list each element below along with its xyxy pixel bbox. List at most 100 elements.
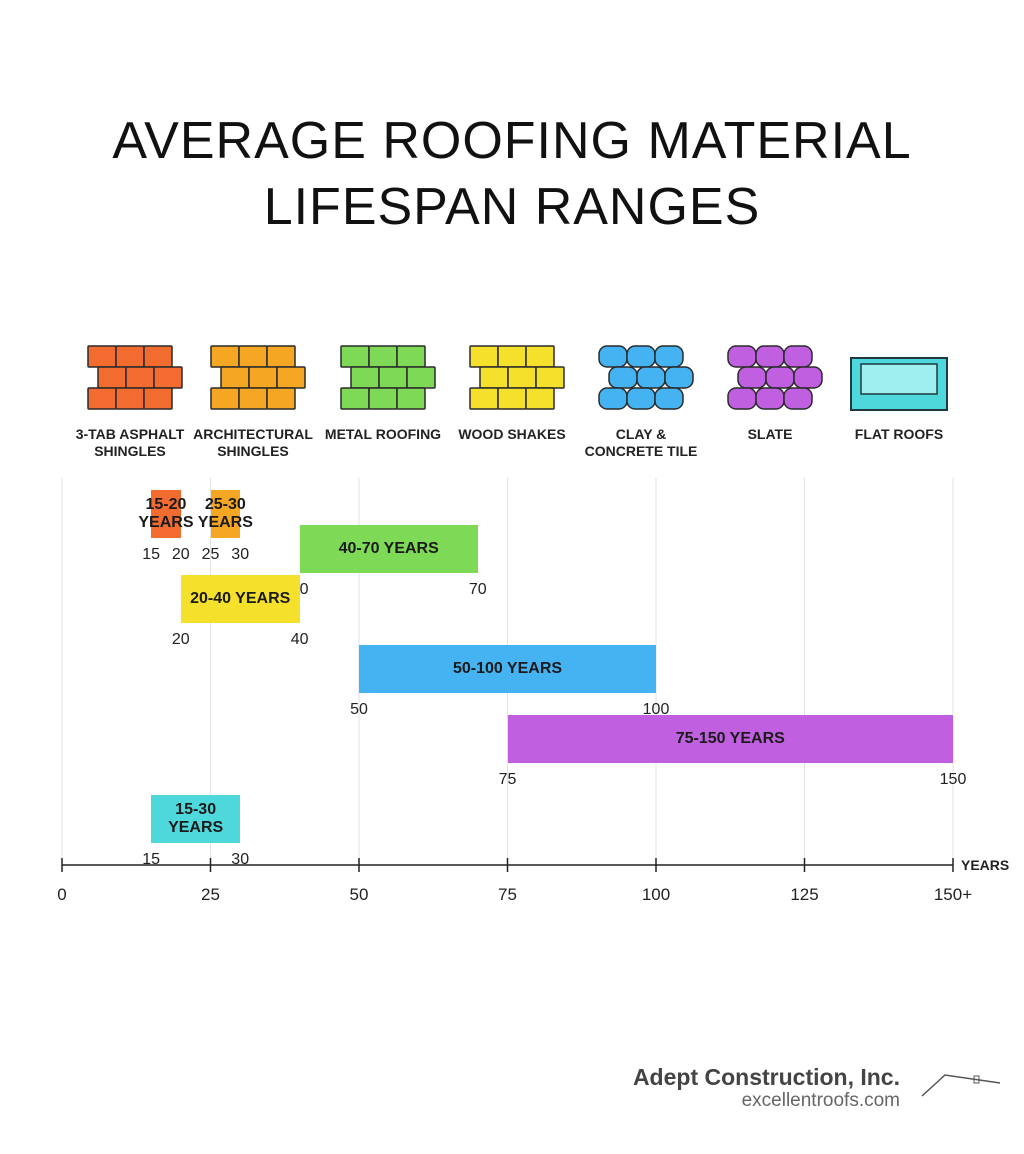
icon-part <box>755 387 785 410</box>
icon-part <box>737 366 767 389</box>
icon-part <box>507 366 537 389</box>
icon-part <box>765 366 795 389</box>
icon-part <box>220 366 250 389</box>
icon-part <box>143 387 173 410</box>
bar-label: 15-20 YEARS <box>138 496 194 531</box>
icon-part <box>525 345 555 368</box>
range-start-label: 50 <box>350 701 368 718</box>
icon-part <box>210 345 240 368</box>
icon-part <box>525 387 555 410</box>
icon-part <box>340 345 370 368</box>
company-name: Adept Construction, Inc. <box>632 1064 900 1090</box>
icon-part <box>598 345 628 368</box>
range-start-label: 15 <box>142 851 160 868</box>
icon-part <box>248 366 278 389</box>
category-label: 3-TAB ASPHALT SHINGLES <box>75 426 185 459</box>
range-end-label: 20 <box>171 546 190 563</box>
range-end-label: 40 <box>290 631 309 648</box>
icon-part <box>479 366 509 389</box>
icon-part <box>350 366 380 389</box>
icon-part <box>626 345 656 368</box>
x-tick-label: 75 <box>498 885 517 904</box>
logo-roof <box>921 1074 1001 1097</box>
icon-part <box>97 366 127 389</box>
x-tick-label: 100 <box>641 885 671 904</box>
icon-part <box>238 345 268 368</box>
category-label: FLAT ROOFS <box>854 426 944 442</box>
range-bar <box>151 795 241 843</box>
category-label: ARCHITECTURAL SHINGLES <box>193 426 313 459</box>
icon-part <box>238 387 268 410</box>
icon-part <box>368 387 398 410</box>
range-bar <box>180 575 300 623</box>
range-bar <box>210 490 241 538</box>
logo-chimney <box>973 1075 980 1084</box>
icon-part <box>87 345 117 368</box>
icon-part <box>266 387 296 410</box>
category-label: METAL ROOFING <box>324 426 442 442</box>
icon-part <box>406 366 436 389</box>
bar-label: 20-40 YEARS <box>190 590 291 607</box>
x-tick-label: 0 <box>57 885 67 904</box>
x-axis-label: YEARS <box>961 857 1010 873</box>
icon-part <box>266 345 296 368</box>
x-tick-label: 25 <box>201 885 220 904</box>
icon-part <box>396 345 426 368</box>
range-start-label: 25 <box>201 546 220 563</box>
range-bar <box>507 715 953 763</box>
icon-part <box>793 366 823 389</box>
category-label: WOOD SHAKES <box>458 426 566 442</box>
range-end-label: 30 <box>231 851 250 868</box>
category-label: CLAY & CONCRETE TILE <box>584 426 698 459</box>
range-start-label: 15 <box>142 546 160 563</box>
icon-part <box>378 366 408 389</box>
icon-part <box>469 387 499 410</box>
icon-part <box>860 363 938 395</box>
bar-label: 50-100 YEARS <box>452 660 563 677</box>
category-label: SLATE <box>747 426 793 442</box>
x-tick-label: 150+ <box>933 885 973 904</box>
icon-part <box>535 366 565 389</box>
range-bar <box>299 525 478 573</box>
icon-part <box>125 366 155 389</box>
icon-part <box>143 345 173 368</box>
range-end-label: 100 <box>642 701 670 718</box>
icon-part <box>396 387 426 410</box>
icon-part <box>87 387 117 410</box>
icon-part <box>115 345 145 368</box>
range-end-label: 150 <box>939 771 967 788</box>
icon-part <box>469 345 499 368</box>
bar-label: 75-150 YEARS <box>675 730 785 747</box>
icon-part <box>340 387 370 410</box>
icon-part <box>276 366 306 389</box>
range-start-label: 75 <box>498 771 517 788</box>
icon-part <box>626 387 656 410</box>
bar-label: 40-70 YEARS <box>338 540 439 557</box>
icon-part <box>727 345 757 368</box>
icon-part <box>598 387 628 410</box>
bar-label: 15-30 YEARS <box>168 801 224 836</box>
icon-part <box>783 387 813 410</box>
range-end-label: 30 <box>231 546 250 563</box>
range-bar <box>359 645 656 693</box>
x-tick-label: 125 <box>790 885 819 904</box>
icon-part <box>497 387 527 410</box>
icon-part <box>368 345 398 368</box>
icon-part <box>608 366 638 389</box>
icon-part <box>783 345 813 368</box>
chart-title: AVERAGE ROOFING MATERIAL LIFESPAN RANGES <box>112 112 912 236</box>
icon-part <box>654 345 684 368</box>
website: excellentroofs.com <box>741 1090 900 1111</box>
range-start-label: 20 <box>171 631 190 648</box>
x-tick-label: 50 <box>349 885 369 904</box>
icon-part <box>727 387 757 410</box>
icon-part <box>210 387 240 410</box>
icon-part <box>654 387 684 410</box>
bar-label: 25-30 YEARS <box>197 496 253 531</box>
range-bar <box>151 490 181 538</box>
icon-part <box>153 366 183 389</box>
icon-part <box>636 366 666 389</box>
icon-part <box>497 345 527 368</box>
